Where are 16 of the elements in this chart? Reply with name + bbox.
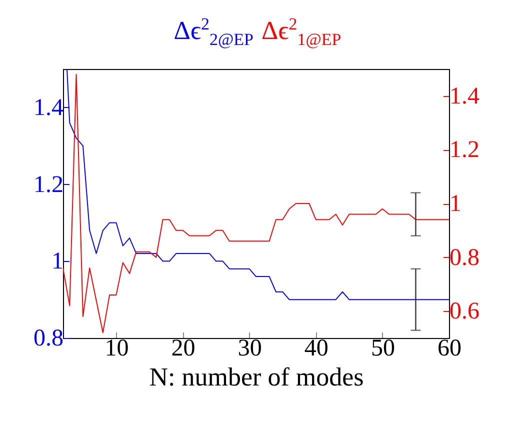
- x-tick-label: 40: [304, 336, 328, 362]
- x-tick-label: 60: [438, 336, 462, 362]
- y-tick-label: 1.4: [34, 94, 64, 121]
- y2-tick-label: 0.8: [450, 244, 480, 271]
- y-tick-label: 1.2: [34, 172, 64, 198]
- x-tick-label: 10: [104, 336, 129, 362]
- y-tick-label: 1: [52, 248, 64, 275]
- x-tick-label: 20: [171, 336, 196, 362]
- y2-tick-label: 1.4: [450, 83, 480, 110]
- x-axis-title: N: number of modes: [149, 362, 364, 392]
- y-tick-label: 0.8: [34, 326, 64, 352]
- y2-tick-label: 1.2: [450, 137, 480, 164]
- y2-tick-label: 0.6: [450, 298, 480, 325]
- y2-tick-label: 1: [450, 191, 462, 217]
- x-tick-label: 30: [238, 336, 262, 362]
- x-tick-label: 50: [370, 336, 395, 362]
